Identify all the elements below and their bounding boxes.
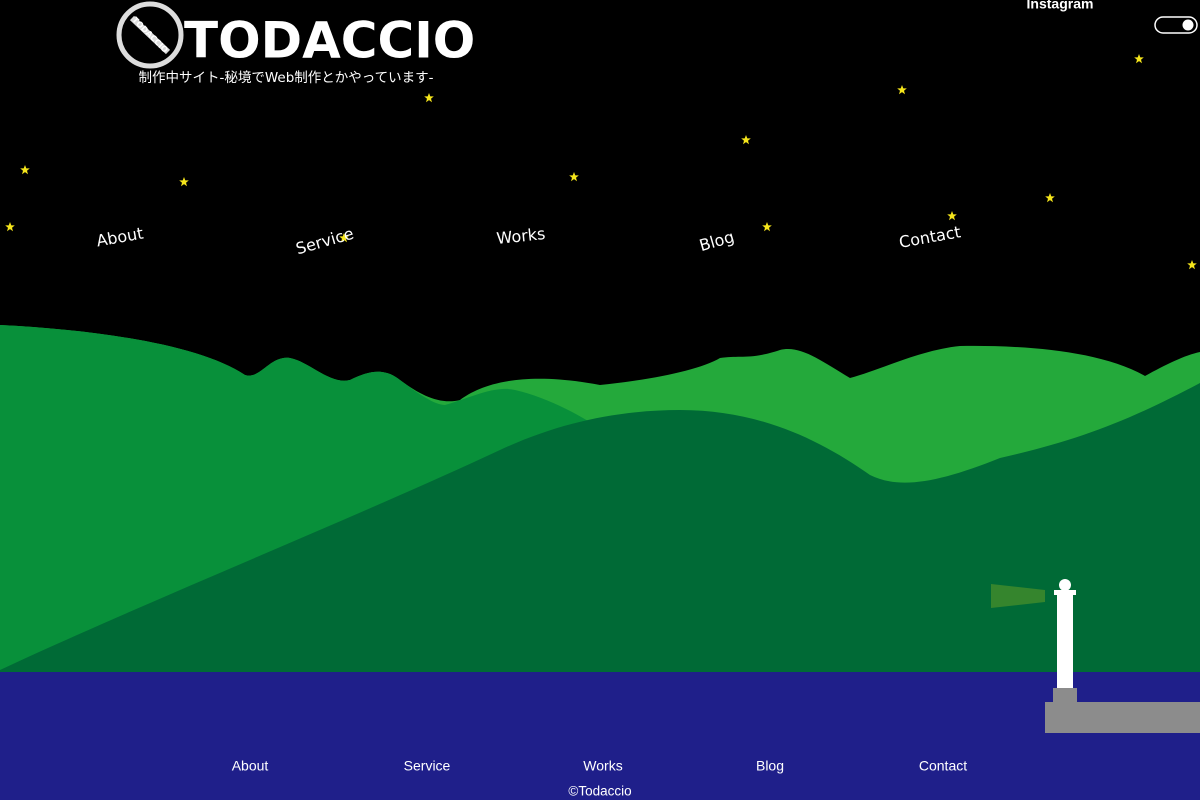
footer-link[interactable]: Service: [404, 758, 451, 774]
sea: [0, 672, 1200, 800]
site-subtitle: 制作中サイト-秘境でWeb制作とかやっています-: [139, 70, 434, 86]
footer-link[interactable]: Contact: [919, 758, 967, 774]
footer-link[interactable]: About: [232, 758, 269, 774]
theme-toggle[interactable]: [1154, 16, 1198, 34]
copyright: ©Todaccio: [568, 784, 631, 799]
footer-link[interactable]: Works: [583, 758, 622, 774]
instagram-link[interactable]: Instagram: [1027, 0, 1094, 12]
site-title: TODACCIO: [184, 12, 475, 70]
lighthouse: [991, 579, 1200, 733]
logo[interactable]: TODACCIO TODACCIO: [116, 1, 475, 70]
footer-link[interactable]: Blog: [756, 758, 784, 774]
mountain-front: [0, 383, 1200, 676]
